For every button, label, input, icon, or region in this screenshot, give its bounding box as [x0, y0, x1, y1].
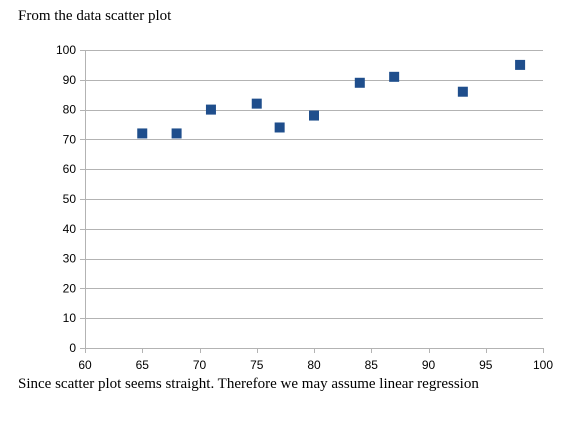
data-point-5 [274, 122, 285, 133]
y-tick-label-100: 100 [56, 43, 76, 57]
y-tick-label-30: 30 [63, 252, 77, 266]
y-tick-label-50: 50 [63, 192, 77, 206]
data-point-1 [137, 128, 148, 139]
y-tick-label-40: 40 [63, 222, 77, 236]
y-tick-label-70: 70 [63, 132, 77, 146]
caption-bottom: Since scatter plot seems straight. There… [18, 376, 479, 392]
y-tick-labels: 0 10 20 30 40 50 60 70 80 90 100 [56, 43, 76, 355]
data-point-10 [515, 59, 526, 70]
x-tick-label-85: 85 [365, 358, 379, 372]
y-tick-label-20: 20 [63, 281, 77, 295]
data-point-8 [389, 71, 400, 82]
data-point-2 [171, 128, 182, 139]
x-tick-label-100: 100 [533, 358, 553, 372]
x-tick-label-70: 70 [193, 358, 207, 372]
data-point-6 [309, 110, 319, 121]
data-point-7 [354, 77, 365, 88]
x-tick-label-90: 90 [422, 358, 436, 372]
x-tick-label-65: 65 [136, 358, 150, 372]
axes [80, 50, 544, 353]
y-tick-label-80: 80 [63, 103, 77, 117]
y-tick-label-90: 90 [63, 73, 77, 87]
y-tick-label-60: 60 [63, 162, 77, 176]
x-tick-label-95: 95 [479, 358, 493, 372]
data-points [137, 59, 526, 139]
data-point-3 [205, 104, 216, 115]
y-tick-label-0: 0 [69, 341, 76, 355]
x-tick-label-80: 80 [307, 358, 321, 372]
x-tick-label-60: 60 [78, 358, 92, 372]
data-point-9 [457, 86, 468, 97]
x-tick-labels: 60 65 70 75 80 85 90 95 100 [78, 358, 553, 372]
caption-top: From the data scatter plot [18, 8, 172, 24]
data-point-4 [251, 98, 262, 109]
x-tick-label-75: 75 [250, 358, 264, 372]
grid-lines [85, 50, 543, 319]
y-tick-label-10: 10 [63, 311, 77, 325]
